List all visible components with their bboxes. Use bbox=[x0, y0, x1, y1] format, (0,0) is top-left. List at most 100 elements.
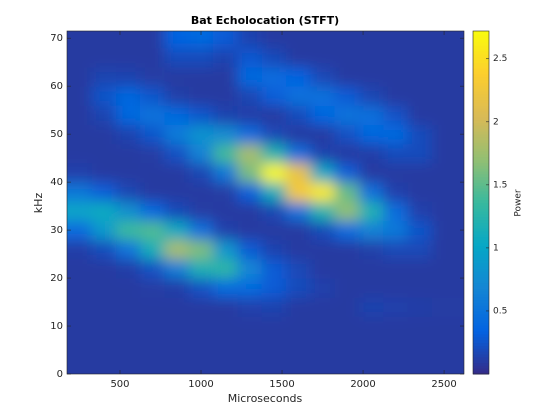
colorbar-swatch bbox=[473, 262, 489, 266]
colorbar-swatch bbox=[473, 356, 489, 361]
heatmap-cell bbox=[383, 47, 409, 68]
heatmap-cell bbox=[358, 220, 384, 241]
colorbar-swatch bbox=[473, 208, 489, 212]
heatmap-cell bbox=[188, 220, 214, 241]
heatmap-cell bbox=[431, 239, 464, 260]
heatmap-cell bbox=[188, 278, 214, 298]
colorbar-swatch bbox=[473, 296, 489, 301]
heatmap-cell bbox=[188, 335, 214, 356]
heatmap-cell bbox=[188, 297, 214, 317]
heatmap-cell bbox=[67, 105, 93, 126]
colorbar-swatch bbox=[473, 233, 489, 238]
heatmap-cell bbox=[237, 239, 263, 260]
colorbar-swatch bbox=[473, 345, 489, 349]
heatmap-cell bbox=[115, 258, 141, 279]
colorbar-tick-label: 0.5 bbox=[493, 306, 507, 316]
heatmap-cell bbox=[407, 220, 433, 241]
y-tick-label: 10 bbox=[50, 321, 63, 332]
heatmap-cell bbox=[67, 354, 93, 374]
colorbar-swatch bbox=[473, 319, 489, 324]
colorbar-swatch bbox=[473, 125, 489, 129]
colorbar-swatch bbox=[473, 108, 489, 112]
heatmap-cell bbox=[358, 162, 384, 183]
heatmap-cell bbox=[67, 31, 93, 49]
heatmap-cell bbox=[261, 239, 287, 260]
heatmap-cell bbox=[431, 201, 464, 221]
y-tick-label: 30 bbox=[50, 225, 63, 236]
heatmap-cell bbox=[383, 31, 409, 49]
heatmap-cell bbox=[67, 66, 93, 87]
heatmap-cell bbox=[310, 162, 336, 183]
heatmap-cell bbox=[383, 201, 409, 221]
heatmap-cell bbox=[213, 162, 238, 183]
colorbar-swatch bbox=[473, 179, 489, 183]
heatmap-cell bbox=[286, 162, 311, 183]
x-tick-label: 1500 bbox=[269, 379, 294, 390]
heatmap-cell bbox=[237, 297, 263, 317]
heatmap-cell bbox=[67, 162, 93, 183]
colorbar-swatch bbox=[473, 191, 489, 195]
heatmap-cell bbox=[91, 66, 117, 87]
heatmap-cell bbox=[407, 335, 433, 356]
heatmap-cell bbox=[164, 143, 190, 164]
heatmap-cell bbox=[310, 143, 336, 164]
colorbar-swatch bbox=[473, 282, 489, 286]
x-tick-label: 2500 bbox=[431, 379, 456, 390]
y-tick-label: 60 bbox=[50, 81, 63, 92]
colorbar-swatch bbox=[473, 88, 489, 92]
colorbar-swatch bbox=[473, 265, 489, 269]
colorbar-swatch bbox=[473, 293, 489, 298]
heatmap-cell bbox=[164, 258, 190, 279]
heatmap-cell bbox=[310, 124, 336, 145]
colorbar-swatch bbox=[473, 308, 489, 312]
heatmap-cell bbox=[286, 278, 311, 298]
colorbar-swatch bbox=[473, 85, 489, 89]
heatmap-cell bbox=[140, 335, 166, 356]
colorbar-swatch bbox=[473, 225, 489, 229]
heatmap-cell bbox=[237, 258, 263, 279]
colorbar-swatch bbox=[473, 236, 489, 241]
heatmap-cell bbox=[261, 316, 287, 337]
heatmap-cell bbox=[334, 258, 360, 279]
heatmap-cell bbox=[286, 66, 311, 87]
heatmap-cell bbox=[310, 86, 336, 106]
heatmap-cell bbox=[188, 143, 214, 164]
y-tick-label: 70 bbox=[50, 33, 63, 44]
heatmap-cell bbox=[407, 124, 433, 145]
colorbar-swatch bbox=[473, 316, 489, 321]
colorbar-swatch bbox=[473, 99, 489, 103]
heatmap-cell bbox=[358, 182, 384, 202]
heatmap-cell bbox=[213, 297, 238, 317]
colorbar-swatch bbox=[473, 339, 489, 344]
colorbar-swatch bbox=[473, 91, 489, 95]
heatmap-cell bbox=[358, 335, 384, 356]
heatmap-cell bbox=[213, 278, 238, 298]
x-tick-label: 1000 bbox=[188, 379, 213, 390]
heatmap-cell bbox=[115, 31, 141, 49]
heatmap-cell bbox=[188, 66, 214, 87]
colorbar-swatch bbox=[473, 333, 489, 338]
heatmap-cell bbox=[164, 239, 190, 260]
colorbar-swatch bbox=[473, 71, 489, 75]
heatmap-cell bbox=[91, 86, 117, 106]
heatmap-cell bbox=[115, 105, 141, 126]
heatmap-cell bbox=[67, 278, 93, 298]
heatmap-cell bbox=[334, 201, 360, 221]
heatmap-cell bbox=[310, 47, 336, 68]
heatmap-cell bbox=[213, 31, 238, 49]
heatmap-cell bbox=[115, 220, 141, 241]
colorbar-swatch bbox=[473, 168, 489, 172]
heatmap-cell bbox=[407, 143, 433, 164]
colorbar-swatch bbox=[473, 122, 489, 126]
heatmap-cell bbox=[213, 220, 238, 241]
heatmap-cell bbox=[261, 220, 287, 241]
colorbar-swatch bbox=[473, 65, 489, 69]
heatmap-cell bbox=[140, 47, 166, 68]
chart-title: Bat Echolocation (STFT) bbox=[191, 14, 339, 27]
heatmap-cell bbox=[407, 66, 433, 87]
colorbar-swatch bbox=[473, 285, 489, 289]
colorbar-swatch bbox=[473, 102, 489, 106]
heatmap-cell bbox=[383, 258, 409, 279]
heatmap-cell bbox=[407, 31, 433, 49]
heatmap-cell bbox=[261, 47, 287, 68]
